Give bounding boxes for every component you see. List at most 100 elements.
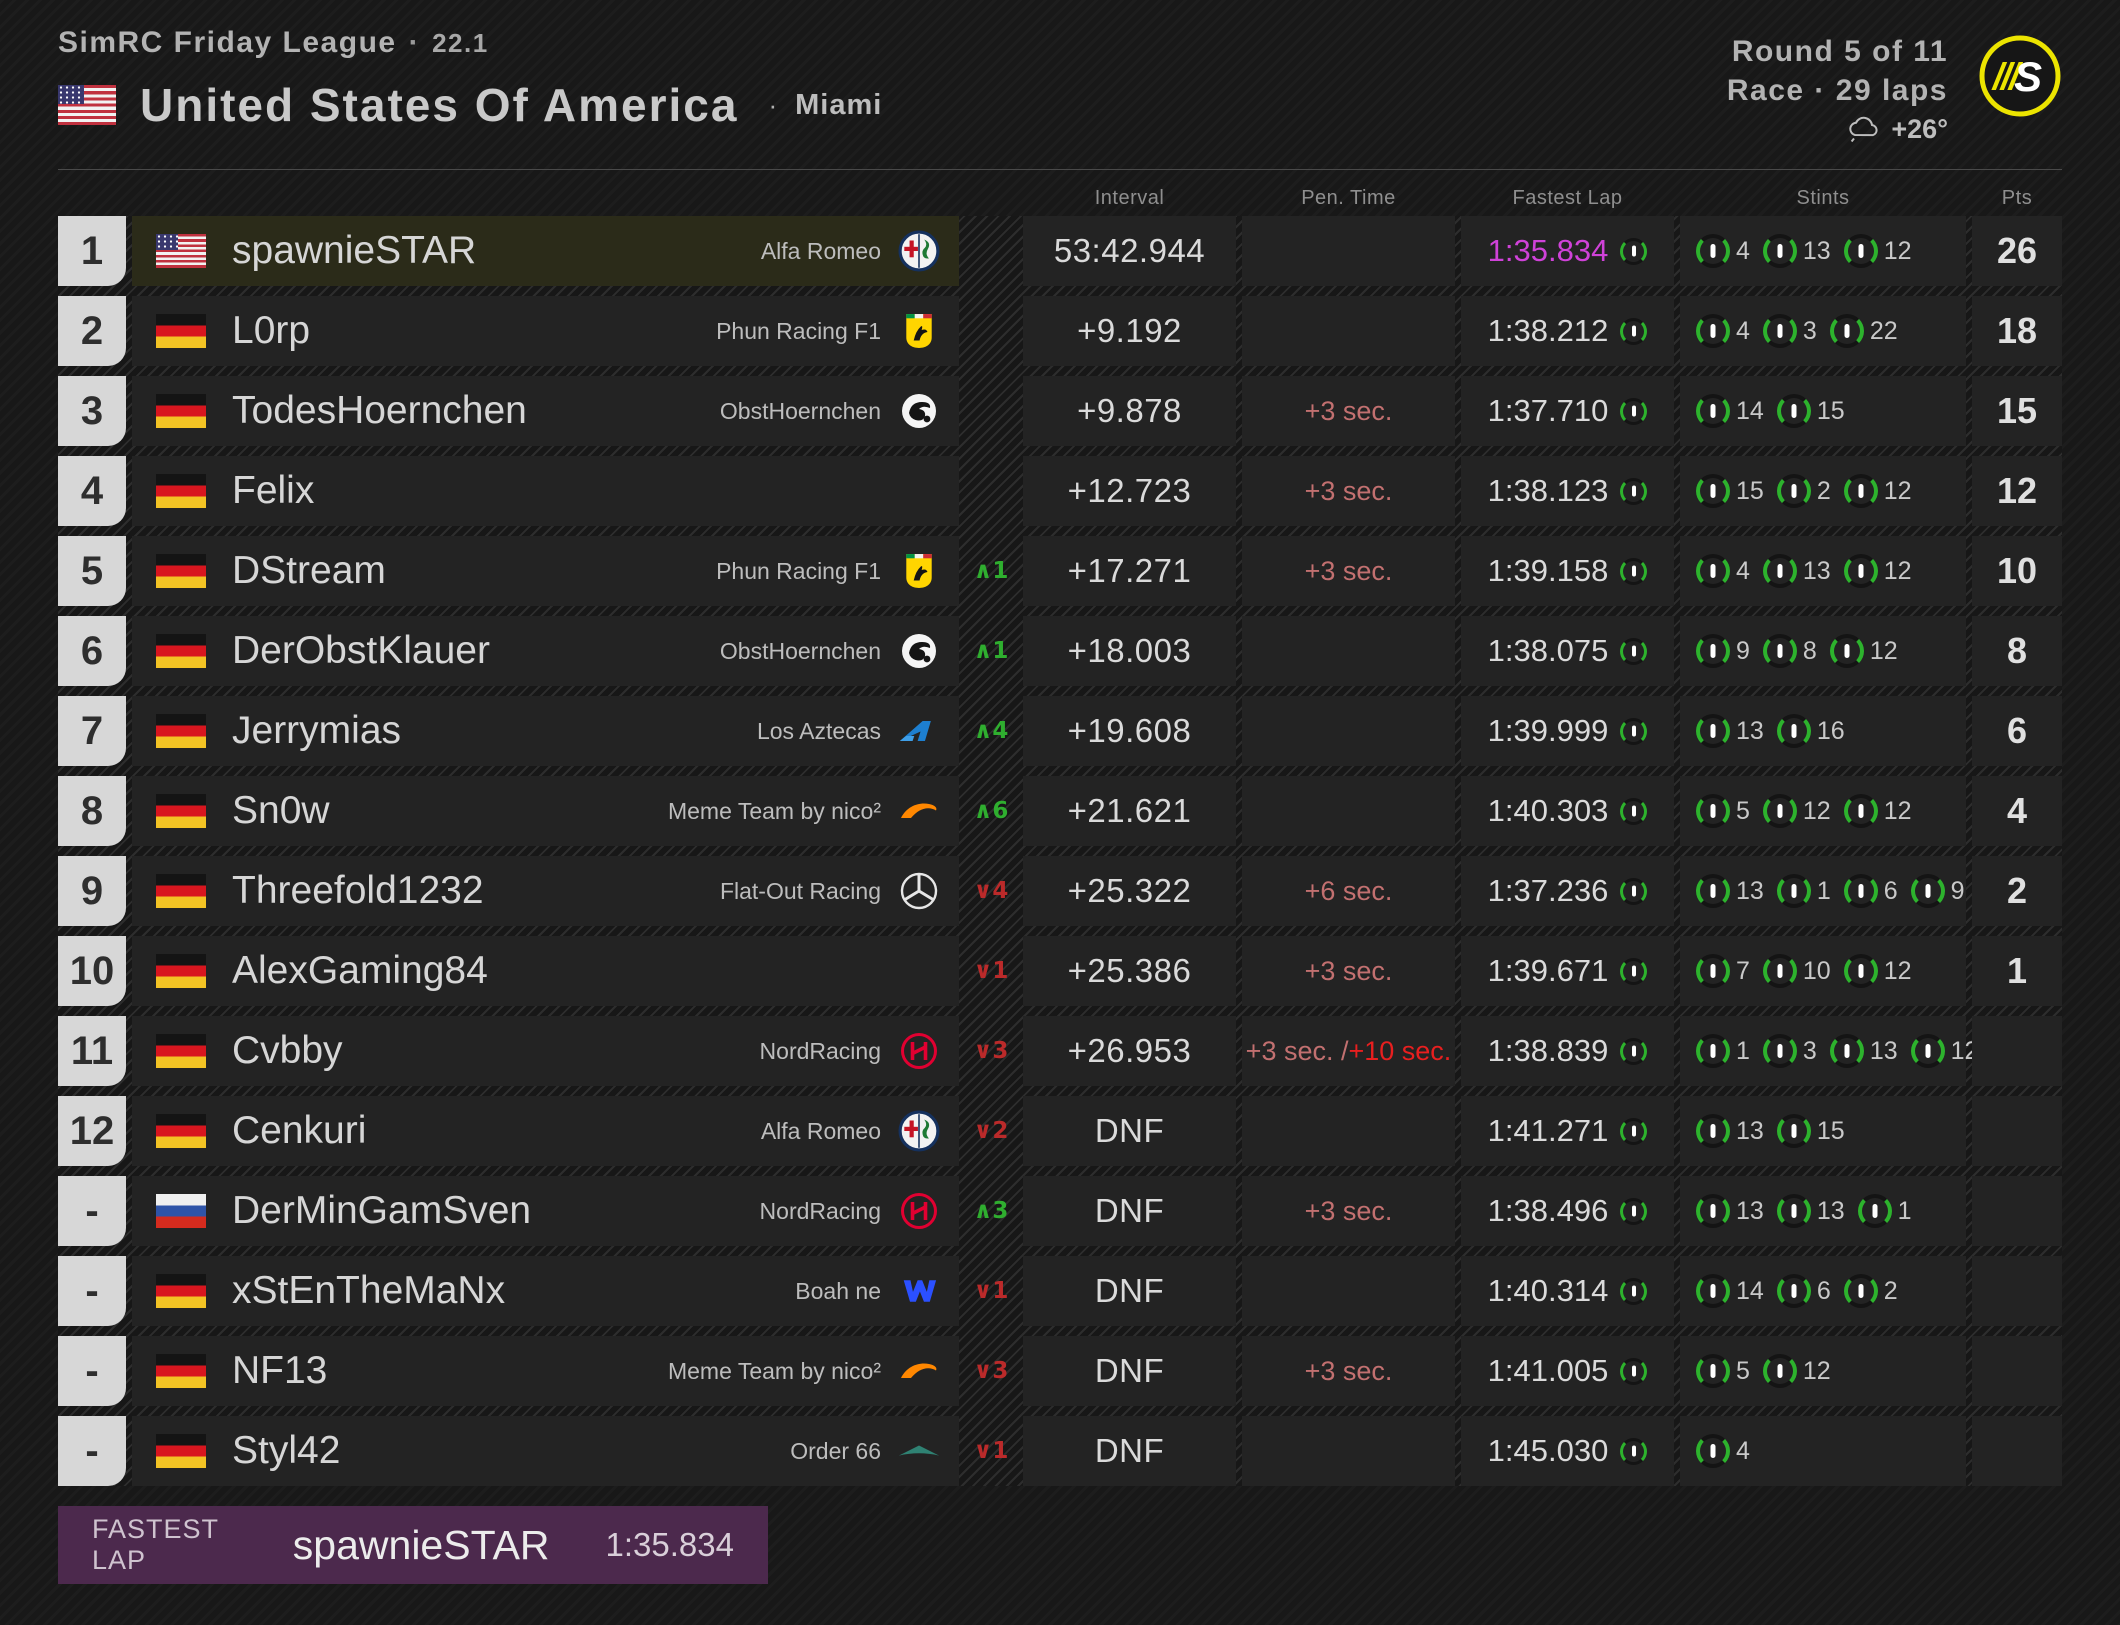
stint-laps: 14 [1736, 1276, 1764, 1305]
fastest-lap-value: 1:40.303 [1487, 793, 1609, 828]
position-change: ∨1 [973, 958, 1009, 984]
stint-laps: 22 [1869, 316, 1898, 345]
stints-cell: 7 10 12 [1680, 936, 1966, 1006]
tire-icon [1843, 954, 1878, 988]
tire-icon [1620, 1437, 1648, 1465]
tire-icon [1620, 397, 1648, 425]
stints-cell: 13 1 6 9 [1680, 856, 1966, 926]
tire-icon [1776, 714, 1811, 748]
tire-icon [1829, 634, 1864, 668]
team-name: Boah ne [795, 1277, 881, 1304]
team-name: ObstHoernchen [719, 637, 881, 664]
stint: 12 [1843, 554, 1912, 588]
stint: 12 [1843, 474, 1912, 508]
stint: 13 [1776, 1194, 1845, 1228]
stint: 7 [1696, 954, 1750, 988]
stint-laps: 10 [1802, 956, 1831, 985]
tire-icon [1696, 234, 1730, 268]
result-row: 3 TodesHoernchen ObstHoernchen +9.878 +3… [58, 376, 2062, 446]
stint-laps: 6 [1816, 1276, 1831, 1305]
points-value [1972, 1416, 2062, 1486]
result-row: 1 spawnieSTAR Alfa Romeo 53:42.944 1:35.… [58, 216, 2062, 286]
position-label: - [58, 1336, 126, 1406]
stint: 12 [1762, 794, 1831, 828]
position-label: 12 [58, 1096, 126, 1166]
penalty-value: +6 sec. [1242, 856, 1455, 926]
driver-name: Threefold1232 [232, 869, 484, 912]
tire-icon [1696, 874, 1730, 908]
driver-cell: DerMinGamSven NordRacing [132, 1176, 959, 1246]
tire-icon [1762, 794, 1797, 828]
tire-icon [1762, 314, 1797, 348]
stint-laps: 13 [1736, 876, 1764, 905]
stint-laps: 13 [1816, 1196, 1845, 1225]
tire-icon [1776, 874, 1811, 908]
stint: 12 [1843, 794, 1912, 828]
fastest-lap-banner-label: FASTEST LAP [92, 1514, 219, 1575]
fastest-lap-value: 1:40.314 [1487, 1273, 1609, 1308]
de-flag-icon [156, 1274, 206, 1308]
position-label: 3 [58, 376, 126, 446]
de-flag-icon [156, 634, 206, 668]
driver-cell: Threefold1232 Flat-Out Racing [132, 856, 959, 926]
stint-laps: 7 [1736, 956, 1750, 985]
svg-text:S: S [2014, 53, 2042, 100]
city-label: Miami [795, 88, 883, 121]
separator-dot: · [408, 26, 421, 59]
position-change [965, 216, 1017, 286]
points-value: 26 [1972, 216, 2062, 286]
simrc-logo-icon: S [1978, 34, 2062, 118]
stint-laps: 9 [1950, 876, 1965, 905]
alfa-romeo-logo-icon [897, 1109, 941, 1153]
stints-cell: 5 12 [1680, 1336, 1966, 1406]
stint-laps: 9 [1736, 636, 1750, 665]
tire-icon [1696, 1114, 1730, 1148]
stint-laps: 13 [1736, 1116, 1764, 1145]
driver-cell: NF13 Meme Team by nico² [132, 1336, 959, 1406]
driver-name: DerObstKlauer [232, 629, 490, 672]
team-name: Alfa Romeo [760, 1117, 881, 1144]
fastest-lap-value: 1:38.496 [1487, 1193, 1609, 1228]
points-value: 12 [1972, 456, 2062, 526]
driver-name: L0rp [232, 309, 311, 352]
fastest-lap-cell: 1:40.314 [1461, 1256, 1674, 1326]
result-row: 11 Cvbby NordRacing ∨3 +26.953 +3 sec. /… [58, 1016, 2062, 1086]
stint: 4 [1696, 314, 1750, 348]
stint: 12 [1829, 634, 1898, 668]
driver-name: DStream [232, 549, 386, 592]
position-change: ∨4 [973, 878, 1009, 904]
de-flag-icon [156, 874, 206, 908]
stint-laps: 4 [1736, 316, 1750, 345]
position-change [965, 296, 1017, 366]
fastest-lap-value: 1:45.030 [1487, 1433, 1609, 1468]
stint: 13 [1762, 554, 1831, 588]
fastest-lap-cell: 1:41.271 [1461, 1096, 1674, 1166]
penalty-part: +10 sec. [1348, 1035, 1452, 1066]
penalty-value: +3 sec. / +10 sec. [1242, 1016, 1455, 1086]
stint: 12 [1762, 1354, 1831, 1388]
position-label: 6 [58, 616, 126, 686]
stint: 3 [1762, 314, 1817, 348]
stint-laps: 12 [1883, 476, 1912, 505]
stint-laps: 5 [1736, 796, 1750, 825]
result-row: 8 Sn0w Meme Team by nico² ∧6 +21.621 1:4… [58, 776, 2062, 846]
penalty-value [1242, 296, 1455, 366]
stint-laps: 15 [1816, 1116, 1845, 1145]
driver-name: Cenkuri [232, 1109, 367, 1152]
position-change [965, 456, 1017, 526]
tire-icon [1620, 717, 1648, 745]
tire-icon [1776, 1274, 1811, 1308]
tire-icon [1843, 794, 1878, 828]
tire-icon [1696, 714, 1730, 748]
position-change: ∧3 [973, 1198, 1009, 1224]
position-label: 2 [58, 296, 126, 366]
column-header-stints: Stints [1796, 186, 1850, 209]
driver-cell: xStEnTheMaNx Boah ne [132, 1256, 959, 1326]
fastest-lap-cell: 1:37.236 [1461, 856, 1674, 926]
tire-icon [1776, 394, 1811, 428]
stint: 1 [1857, 1194, 1912, 1228]
stint-laps: 12 [1883, 956, 1912, 985]
interval-value: +18.003 [1023, 616, 1236, 686]
stint: 2 [1776, 474, 1831, 508]
stint-laps: 16 [1816, 716, 1845, 745]
